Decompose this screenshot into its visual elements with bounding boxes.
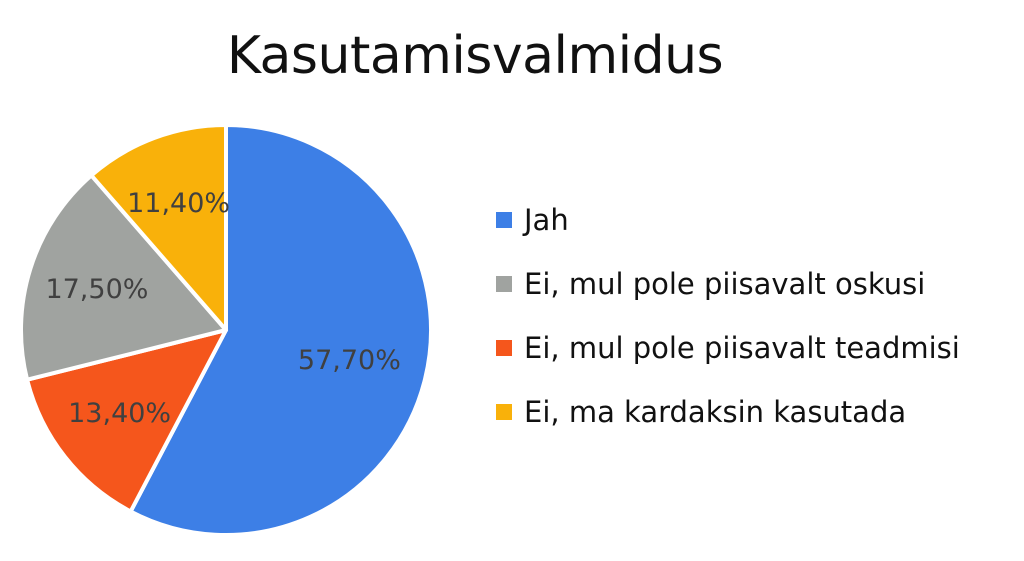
legend-label-jah: Jah [524, 203, 569, 237]
legend-item-oskusi: Ei, mul pole piisavalt oskusi [496, 252, 960, 316]
legend-item-teadmisi: Ei, mul pole piisavalt teadmisi [496, 316, 960, 380]
legend-label-kardaksin: Ei, ma kardaksin kasutada [524, 395, 907, 429]
legend-item-kardaksin: Ei, ma kardaksin kasutada [496, 380, 960, 444]
legend-label-teadmisi: Ei, mul pole piisavalt teadmisi [524, 331, 960, 365]
chart-title: Kasutamisvalmidus [226, 26, 724, 86]
slice-label-0: 57,70% [298, 345, 401, 376]
legend-swatch-oskusi [496, 276, 512, 292]
legend-swatch-jah [496, 212, 512, 228]
pie-slice-1 [25, 328, 228, 514]
legend-swatch-kardaksin [496, 404, 512, 420]
legend-item-jah: Jah [496, 188, 960, 252]
legend: Jah Ei, mul pole piisavalt oskusi Ei, mu… [496, 188, 960, 444]
legend-label-oskusi: Ei, mul pole piisavalt oskusi [524, 267, 926, 301]
pie-slice-2 [19, 173, 228, 382]
pie-slice-3 [89, 123, 228, 332]
legend-swatch-teadmisi [496, 340, 512, 356]
pie-slice-0 [128, 123, 433, 537]
slice-label-2: 17,50% [45, 274, 148, 305]
slice-label-1: 13,40% [68, 398, 171, 429]
slice-label-3: 11,40% [127, 188, 230, 219]
